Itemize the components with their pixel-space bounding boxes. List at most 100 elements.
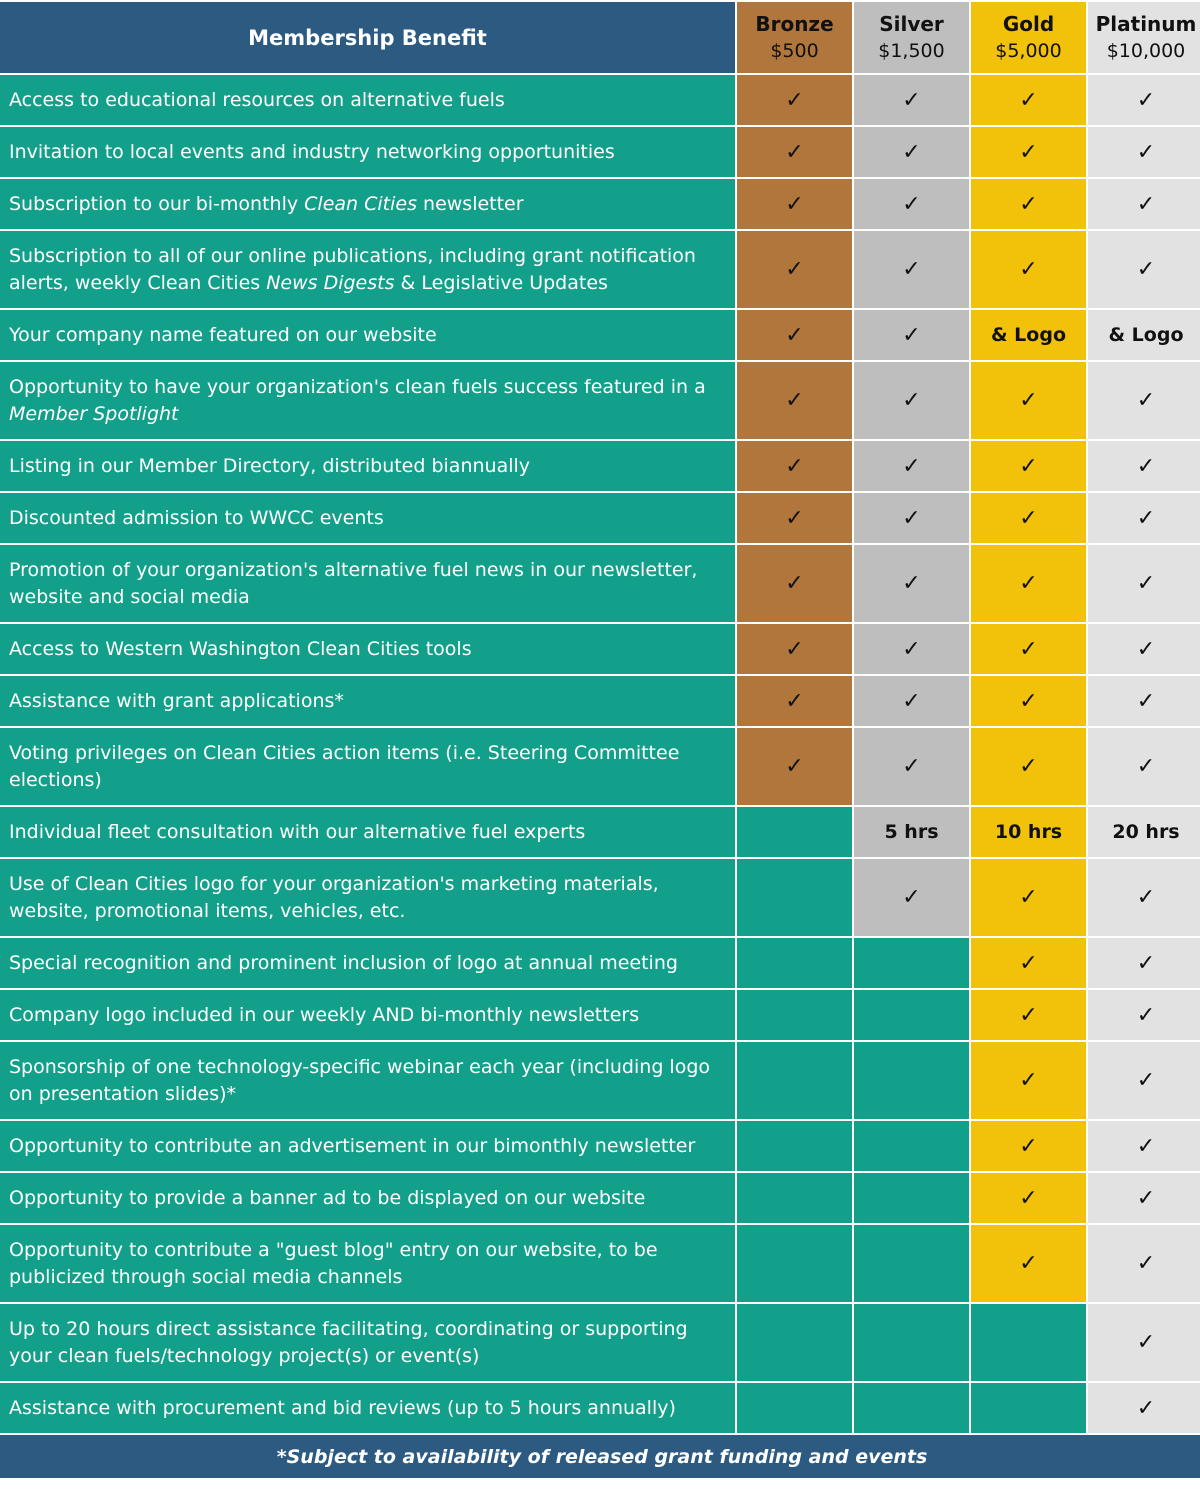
checkmark-icon: ✓ bbox=[785, 322, 804, 348]
tier-cell-bronze: ✓ bbox=[737, 75, 852, 125]
tier-cell-silver: ✓ bbox=[854, 545, 969, 622]
benefit-text: Company logo included in our weekly AND … bbox=[9, 1002, 639, 1029]
tier-cell-gold: & Logo bbox=[971, 310, 1086, 360]
tier-cell-gold: ✓ bbox=[971, 990, 1086, 1040]
benefit-row-label: Access to Western Washington Clean Citie… bbox=[0, 624, 735, 674]
benefit-text-part: Opportunity to contribute a "guest blog"… bbox=[9, 1238, 658, 1288]
tier-cell-bronze: ✓ bbox=[737, 728, 852, 805]
checkmark-icon: ✓ bbox=[785, 688, 804, 714]
checkmark-icon: ✓ bbox=[1019, 754, 1038, 779]
tier-header-gold: Gold $5,000 bbox=[971, 2, 1086, 73]
checkmark-icon: ✓ bbox=[785, 139, 804, 165]
checkmark-icon: ✓ bbox=[785, 388, 804, 413]
tier-cell-platinum: ✓ bbox=[1088, 990, 1200, 1040]
checkmark-icon: ✓ bbox=[902, 571, 921, 596]
benefit-text: Promotion of your organization's alterna… bbox=[9, 557, 725, 611]
tier-cell-platinum: ✓ bbox=[1088, 545, 1200, 622]
tier-cell-gold: ✓ bbox=[971, 127, 1086, 177]
benefit-row-label: Company logo included in our weekly AND … bbox=[0, 990, 735, 1040]
tier-cell-gold: ✓ bbox=[971, 1042, 1086, 1119]
tier-cell-platinum: ✓ bbox=[1088, 624, 1200, 674]
benefit-row-label: Voting privileges on Clean Cities action… bbox=[0, 728, 735, 805]
tier-cell-platinum: ✓ bbox=[1088, 362, 1200, 439]
tier-cell-silver-empty bbox=[854, 1121, 969, 1171]
benefit-text: Opportunity to contribute a "guest blog"… bbox=[9, 1237, 725, 1291]
benefit-text-part: Assistance with procurement and bid revi… bbox=[9, 1396, 676, 1419]
tier-cell-gold: ✓ bbox=[971, 676, 1086, 726]
benefit-text-part: Subscription to all of our online public… bbox=[9, 244, 696, 294]
footer-note: *Subject to availability of released gra… bbox=[0, 1435, 1200, 1478]
tier-price: $10,000 bbox=[1106, 39, 1186, 62]
benefit-row-label: Opportunity to contribute an advertiseme… bbox=[0, 1121, 735, 1171]
tier-header-platinum: Platinum $10,000 bbox=[1088, 2, 1200, 73]
tier-cell-gold: ✓ bbox=[971, 493, 1086, 543]
benefit-text-part: Access to Western Washington Clean Citie… bbox=[9, 637, 472, 660]
benefit-row-label: Assistance with procurement and bid revi… bbox=[0, 1383, 735, 1433]
benefit-text: Opportunity to contribute an advertiseme… bbox=[9, 1133, 695, 1160]
checkmark-icon: ✓ bbox=[1136, 139, 1156, 165]
benefit-text-part: Discounted admission to WWCC events bbox=[9, 506, 384, 529]
tier-cell-silver: ✓ bbox=[854, 676, 969, 726]
checkmark-icon: ✓ bbox=[1136, 505, 1156, 531]
benefit-row-label: Assistance with grant applications* bbox=[0, 676, 735, 726]
checkmark-icon: ✓ bbox=[785, 191, 804, 217]
tier-cell-gold: ✓ bbox=[971, 179, 1086, 229]
benefit-text: Invitation to local events and industry … bbox=[9, 139, 615, 166]
checkmark-icon: ✓ bbox=[1019, 950, 1038, 976]
benefit-text-part: Access to educational resources on alter… bbox=[9, 88, 505, 111]
benefit-text-part: Special recognition and prominent inclus… bbox=[9, 951, 678, 974]
benefit-row-label: Discounted admission to WWCC events bbox=[0, 493, 735, 543]
checkmark-icon: ✓ bbox=[1019, 1002, 1038, 1028]
benefit-text: Voting privileges on Clean Cities action… bbox=[9, 740, 725, 794]
benefit-text: Opportunity to provide a banner ad to be… bbox=[9, 1185, 645, 1212]
benefit-text: Discounted admission to WWCC events bbox=[9, 505, 384, 532]
checkmark-icon: ✓ bbox=[1136, 1330, 1156, 1355]
tier-cell-gold: ✓ bbox=[971, 75, 1086, 125]
benefit-text: Sponsorship of one technology-specific w… bbox=[9, 1054, 725, 1108]
checkmark-icon: ✓ bbox=[902, 87, 921, 113]
tier-cell-bronze-empty bbox=[737, 807, 852, 857]
benefit-row-label: Special recognition and prominent inclus… bbox=[0, 938, 735, 988]
checkmark-icon: ✓ bbox=[1136, 688, 1156, 714]
tier-cell-silver-empty bbox=[854, 990, 969, 1040]
checkmark-icon: ✓ bbox=[902, 322, 921, 348]
tier-cell-silver-empty bbox=[854, 1042, 969, 1119]
checkmark-icon: ✓ bbox=[1019, 1133, 1038, 1159]
tier-cell-platinum: ✓ bbox=[1088, 728, 1200, 805]
benefit-text-part: Your company name featured on our websit… bbox=[9, 323, 437, 346]
tier-cell-gold: ✓ bbox=[971, 1173, 1086, 1223]
benefit-row-label: Listing in our Member Directory, distrib… bbox=[0, 441, 735, 491]
tier-cell-gold: ✓ bbox=[971, 231, 1086, 308]
checkmark-icon: ✓ bbox=[902, 453, 921, 479]
benefit-text-part: Invitation to local events and industry … bbox=[9, 140, 615, 163]
checkmark-icon: ✓ bbox=[1136, 191, 1156, 217]
tier-cell-gold-empty bbox=[971, 1304, 1086, 1381]
tier-cell-bronze: ✓ bbox=[737, 441, 852, 491]
benefit-row-label: Opportunity to provide a banner ad to be… bbox=[0, 1173, 735, 1223]
benefit-text-italic: Clean Cities bbox=[304, 192, 417, 215]
checkmark-icon: ✓ bbox=[785, 453, 804, 479]
checkmark-icon: ✓ bbox=[1019, 191, 1038, 217]
checkmark-icon: ✓ bbox=[1136, 1133, 1156, 1159]
tier-cell-bronze: ✓ bbox=[737, 362, 852, 439]
checkmark-icon: ✓ bbox=[902, 636, 921, 662]
tier-cell-bronze-empty bbox=[737, 1121, 852, 1171]
tier-price: $500 bbox=[770, 39, 819, 62]
tier-cell-gold: ✓ bbox=[971, 1225, 1086, 1302]
benefit-text: Assistance with procurement and bid revi… bbox=[9, 1395, 676, 1422]
tier-cell-bronze: ✓ bbox=[737, 493, 852, 543]
checkmark-icon: ✓ bbox=[902, 885, 921, 910]
tier-cell-gold: ✓ bbox=[971, 545, 1086, 622]
checkmark-icon: ✓ bbox=[1136, 1002, 1156, 1028]
tier-cell-bronze: ✓ bbox=[737, 545, 852, 622]
benefit-text-part: Individual fleet consultation with our a… bbox=[9, 820, 586, 843]
tier-cell-platinum: ✓ bbox=[1088, 1304, 1200, 1381]
checkmark-icon: ✓ bbox=[1019, 1185, 1038, 1211]
benefit-text-italic: News Digests bbox=[266, 271, 395, 294]
checkmark-icon: ✓ bbox=[785, 257, 804, 282]
tier-cell-gold: ✓ bbox=[971, 859, 1086, 936]
benefit-text-part: Voting privileges on Clean Cities action… bbox=[9, 741, 680, 791]
benefit-text-part: Listing in our Member Directory, distrib… bbox=[9, 454, 531, 477]
benefit-text-part: Company logo included in our weekly AND … bbox=[9, 1003, 640, 1026]
tier-cell-silver: ✓ bbox=[854, 728, 969, 805]
